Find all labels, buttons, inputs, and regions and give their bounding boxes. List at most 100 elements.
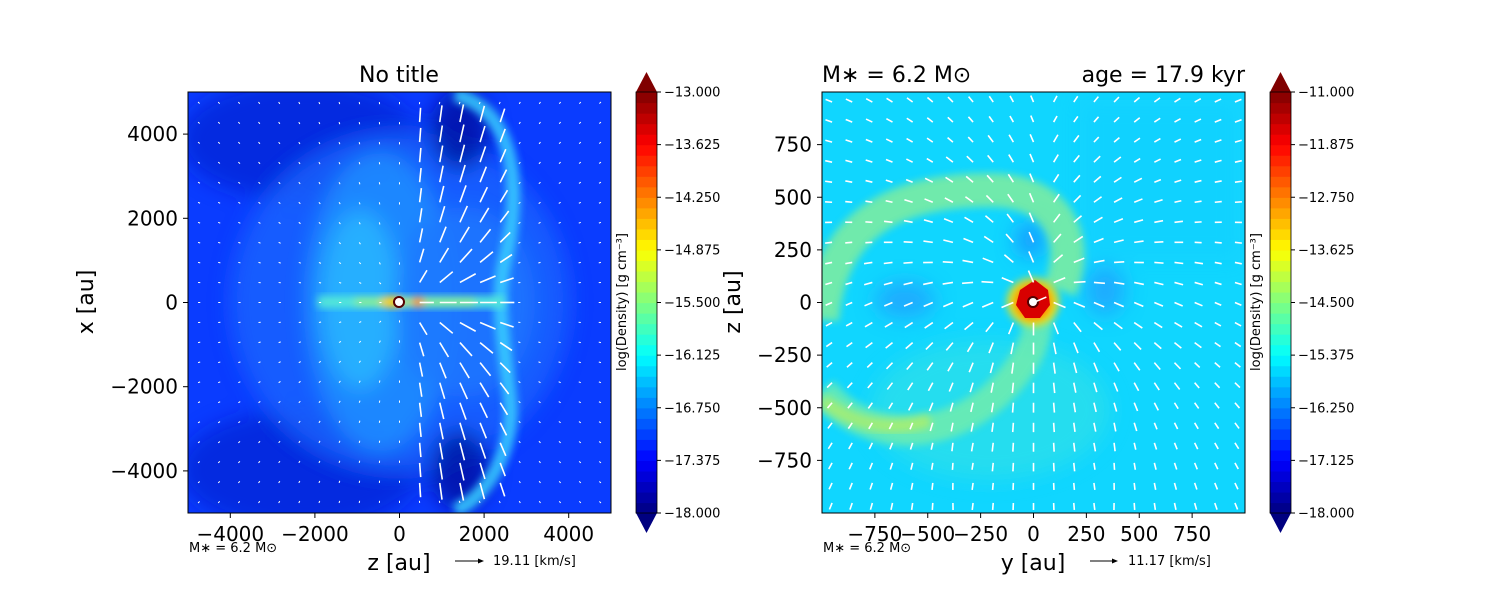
velocity-arrow bbox=[278, 141, 281, 145]
velocity-arrow bbox=[866, 362, 873, 369]
velocity-arrow bbox=[238, 241, 241, 244]
velocity-arrow bbox=[258, 500, 261, 504]
colorbar-tick-label: −16.250 bbox=[1298, 401, 1354, 416]
colorbar-band bbox=[1270, 176, 1291, 188]
velocity-arrow bbox=[558, 381, 561, 384]
velocity-arrow bbox=[499, 128, 506, 143]
velocity-arrow bbox=[258, 341, 261, 344]
velocity-arrow bbox=[558, 341, 561, 344]
velocity-arrow bbox=[197, 221, 201, 224]
velocity-arrow bbox=[538, 261, 541, 264]
velocity-arrow bbox=[1173, 341, 1182, 349]
colorbar-band bbox=[636, 197, 657, 209]
colorbar-band bbox=[636, 397, 657, 409]
velocity-arrow bbox=[217, 481, 221, 484]
colorbar-tick-label: −16.125 bbox=[664, 349, 720, 364]
velocity-arrow bbox=[358, 340, 362, 343]
velocity-arrow bbox=[479, 125, 486, 143]
velocity-arrow bbox=[478, 500, 481, 504]
velocity-arrow bbox=[578, 401, 582, 404]
velocity-arrow bbox=[1073, 322, 1082, 333]
velocity-arrow bbox=[439, 342, 450, 358]
velocity-arrow bbox=[1194, 118, 1202, 123]
velocity-arrow bbox=[418, 228, 424, 243]
velocity-arrow bbox=[1234, 321, 1242, 327]
velocity-arrow bbox=[1194, 362, 1201, 369]
velocity-arrow bbox=[827, 422, 833, 429]
velocity-arrow bbox=[1093, 216, 1103, 224]
velocity-arrow bbox=[498, 101, 501, 105]
velocity-arrow bbox=[1194, 98, 1202, 103]
velocity-arrow bbox=[358, 182, 361, 185]
x-axis-label-right: y [au] bbox=[1001, 551, 1066, 576]
colorbar-band bbox=[636, 270, 657, 283]
y-tick-label: 250 bbox=[774, 238, 812, 262]
velocity-arrow bbox=[558, 261, 561, 264]
velocity-arrow bbox=[1194, 281, 1204, 286]
velocity-arrow bbox=[981, 280, 994, 284]
velocity-arrow bbox=[1173, 462, 1178, 470]
velocity-arrow bbox=[278, 161, 281, 165]
colorbar-band bbox=[1270, 218, 1291, 230]
velocity-arrow bbox=[991, 462, 995, 472]
velocity-arrow bbox=[1193, 482, 1198, 490]
velocity-arrow bbox=[1113, 176, 1122, 183]
velocity-arrow bbox=[499, 189, 509, 203]
velocity-arrow bbox=[479, 166, 488, 183]
colorbar-band bbox=[636, 102, 657, 114]
y-tick-label: −750 bbox=[757, 448, 812, 472]
velocity-arrow bbox=[886, 382, 894, 390]
vector-key-right: 11.17 [km/s] bbox=[1090, 554, 1211, 569]
velocity-arrow bbox=[1214, 382, 1221, 389]
velocity-arrow bbox=[1193, 422, 1199, 430]
velocity-arrow bbox=[1214, 442, 1219, 450]
velocity-arrow bbox=[885, 117, 893, 123]
velocity-arrow bbox=[558, 201, 561, 204]
velocity-arrow bbox=[598, 181, 602, 184]
velocity-arrow bbox=[418, 107, 422, 123]
velocity-arrow bbox=[459, 362, 470, 379]
velocity-arrow bbox=[238, 401, 241, 404]
velocity-arrow bbox=[298, 500, 301, 504]
velocity-arrow bbox=[238, 141, 241, 145]
velocity-arrow bbox=[1093, 482, 1096, 490]
velocity-arrow bbox=[1193, 442, 1199, 450]
velocity-arrow bbox=[1113, 301, 1125, 308]
velocity-arrow bbox=[1133, 422, 1138, 432]
velocity-arrow bbox=[986, 174, 994, 183]
y-tick-label: −2000 bbox=[110, 375, 178, 399]
velocity-arrow bbox=[197, 381, 201, 384]
velocity-arrow bbox=[1073, 215, 1083, 223]
colorbar-band bbox=[636, 302, 657, 314]
velocity-arrow bbox=[867, 382, 873, 389]
velocity-arrow bbox=[845, 98, 853, 103]
velocity-arrow bbox=[889, 462, 894, 470]
velocity-arrow bbox=[238, 381, 241, 384]
velocity-arrow bbox=[499, 341, 513, 352]
velocity-arrow bbox=[499, 253, 513, 264]
velocity-arrow bbox=[964, 216, 974, 224]
velocity-arrow bbox=[499, 108, 506, 123]
velocity-arrow bbox=[278, 121, 281, 125]
velocity-arrow bbox=[1174, 220, 1184, 224]
velocity-arrow bbox=[883, 261, 893, 265]
x-tick-label: 2000 bbox=[459, 522, 510, 546]
velocity-arrow bbox=[910, 502, 914, 511]
velocity-arrow bbox=[358, 162, 361, 165]
velocity-arrow bbox=[1214, 402, 1220, 409]
velocity-arrow bbox=[1113, 342, 1122, 351]
velocity-arrow bbox=[1234, 241, 1242, 244]
velocity-arrow bbox=[499, 382, 510, 395]
velocity-arrow bbox=[439, 271, 454, 284]
velocity-arrow bbox=[1052, 173, 1060, 183]
velocity-arrow bbox=[278, 440, 281, 444]
velocity-arrow bbox=[848, 462, 853, 470]
velocity-arrow bbox=[578, 121, 582, 124]
velocity-arrow bbox=[910, 462, 914, 470]
velocity-arrow bbox=[1113, 218, 1124, 224]
velocity-arrow bbox=[1153, 321, 1163, 329]
velocity-arrow bbox=[1053, 213, 1061, 223]
colorbar-band bbox=[1270, 270, 1291, 283]
velocity-arrow bbox=[1093, 321, 1103, 331]
velocity-arrow bbox=[298, 380, 301, 384]
